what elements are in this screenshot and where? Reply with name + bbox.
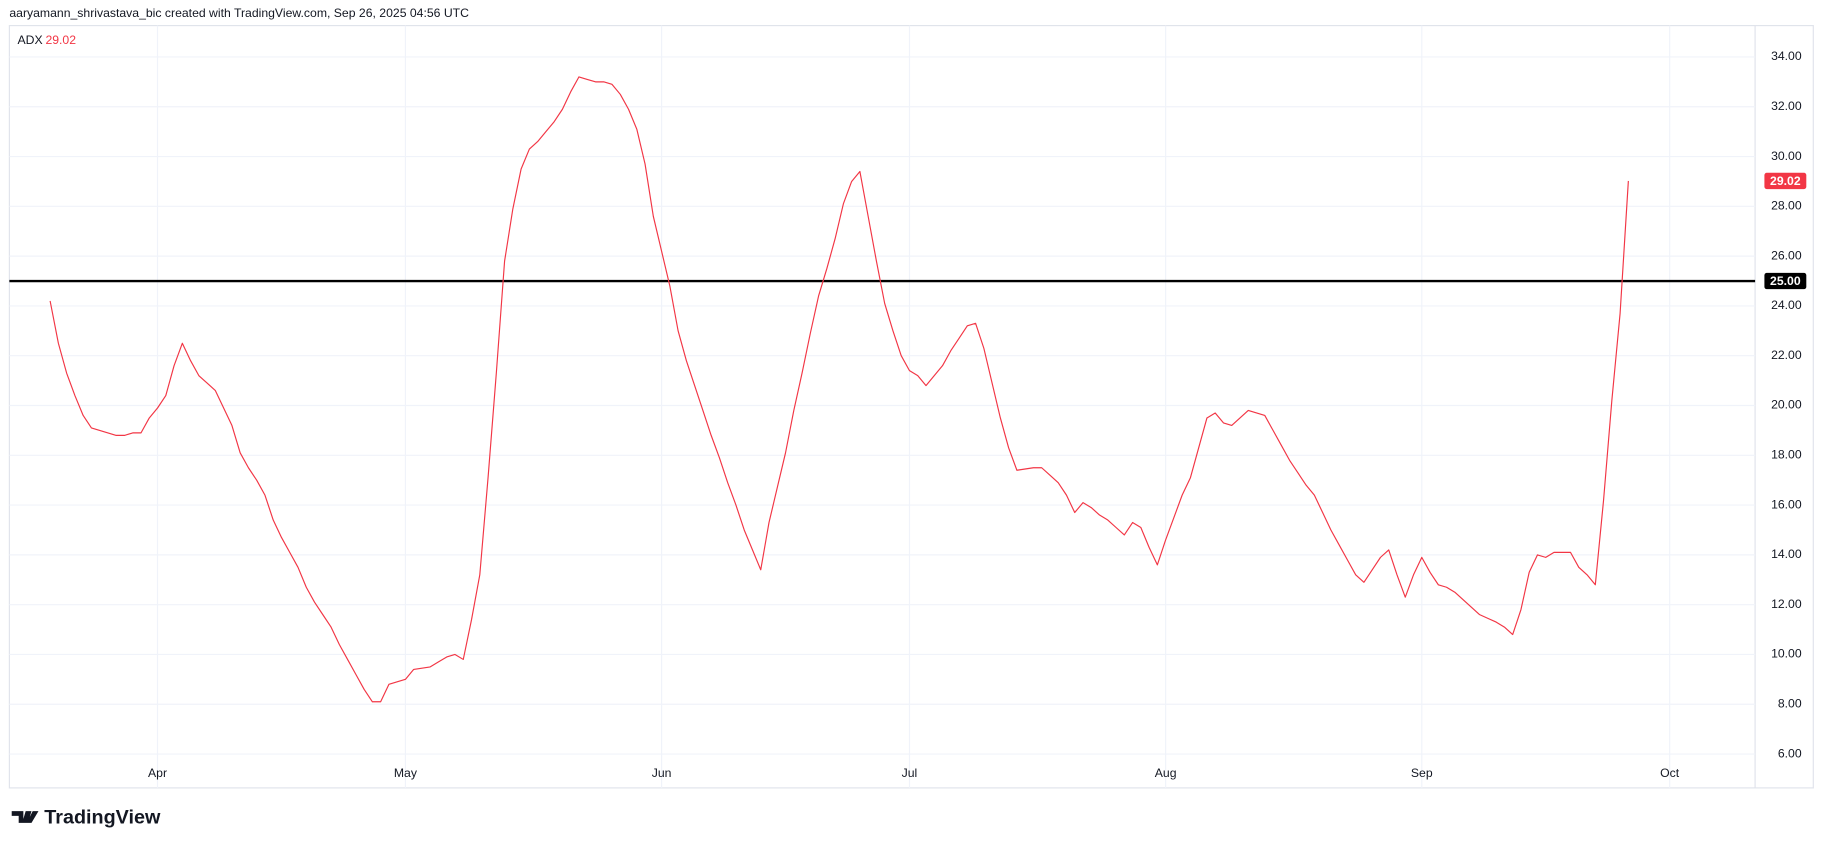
y-tick-label: 10.00 (1771, 647, 1802, 661)
x-tick-label: Jun (652, 766, 672, 780)
logo-icon (11, 811, 39, 823)
last-value-badge (1764, 172, 1807, 190)
header-text: aaryamann_shrivastava_bic created with T… (9, 6, 469, 20)
y-tick-label: 16.00 (1771, 497, 1802, 511)
x-tick-label: May (394, 766, 418, 780)
y-tick-label: 8.00 (1778, 696, 1802, 710)
y-tick-label: 14.00 (1771, 547, 1802, 561)
data-line (49, 76, 1629, 703)
y-tick-label: 26.00 (1771, 248, 1802, 262)
y-tick-label: 18.00 (1771, 448, 1802, 462)
reference-label: 25.00 (1770, 274, 1801, 288)
reference-badge (1764, 272, 1807, 290)
y-tick-label: 20.00 (1771, 398, 1802, 412)
x-tick-label: Sep (1411, 766, 1433, 780)
pane-border (8, 25, 1814, 789)
y-tick-label: 30.00 (1771, 149, 1802, 163)
y-tick-label: 28.00 (1771, 199, 1802, 213)
x-tick-label: Aug (1155, 766, 1177, 780)
last-value-label: 29.02 (1770, 174, 1801, 188)
x-tick-label: Oct (1660, 766, 1680, 780)
y-tick-label: 12.00 (1771, 597, 1802, 611)
legend-value: 29.02 (45, 33, 76, 47)
legend-name: ADX (18, 33, 43, 47)
y-tick-label: 34.00 (1771, 49, 1802, 63)
x-tick-label: Jul (902, 766, 918, 780)
logo-text: TradingView (44, 806, 161, 828)
y-tick-label: 6.00 (1778, 746, 1802, 760)
y-tick-label: 32.00 (1771, 99, 1802, 113)
y-tick-label: 24.00 (1771, 298, 1802, 312)
y-tick-label: 22.00 (1771, 348, 1802, 362)
x-tick-label: Apr (148, 766, 167, 780)
logo: TradingView (11, 806, 161, 828)
